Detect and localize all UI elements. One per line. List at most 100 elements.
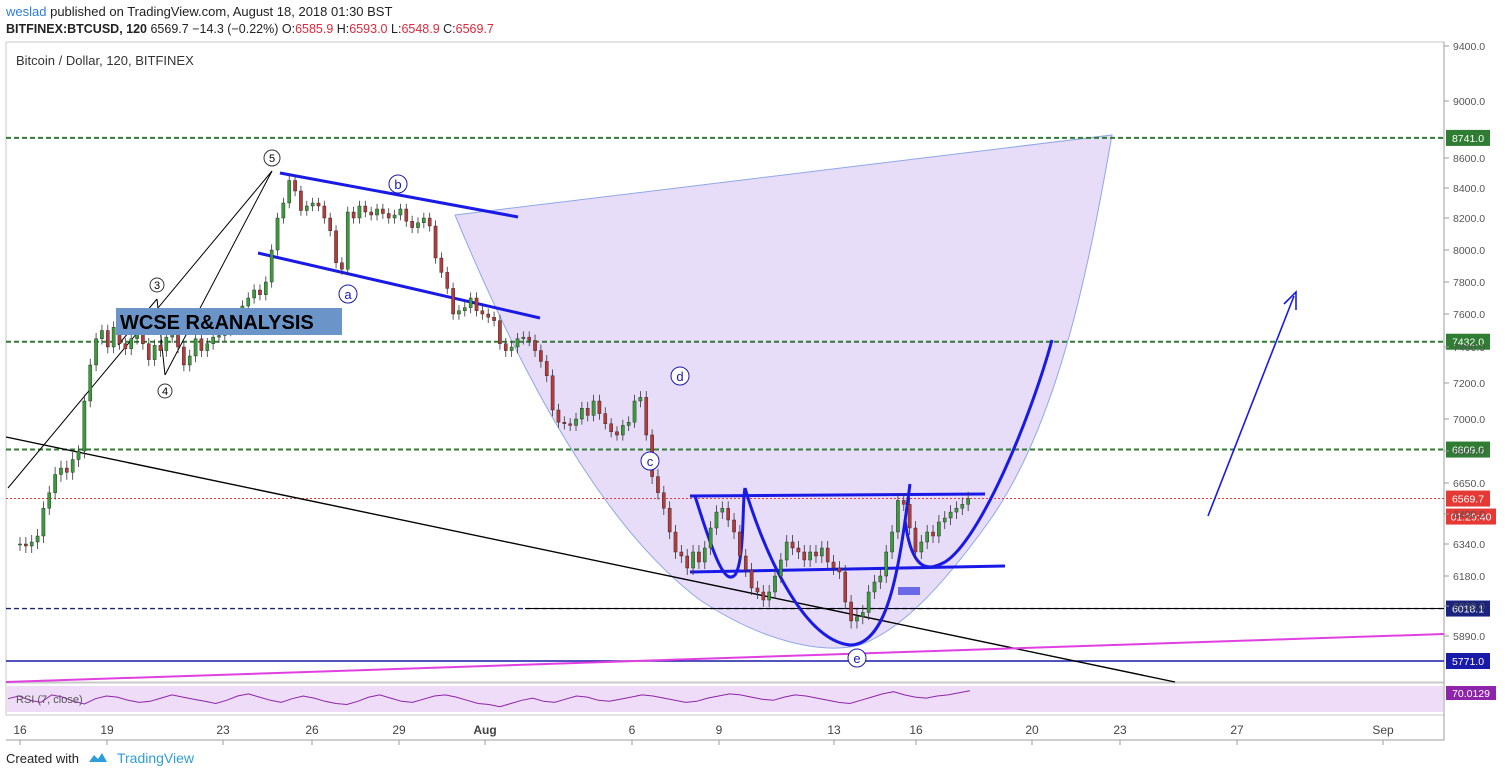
candle-body (521, 336, 526, 339)
candle-body (913, 527, 918, 553)
price-tick-label: 6340.0 (1453, 539, 1485, 551)
tradingview-brand-link[interactable]: TradingView (116, 750, 195, 766)
candle-body (269, 249, 274, 283)
price-tick-label: 5890.0 (1453, 631, 1485, 643)
candle-body (603, 413, 608, 425)
candle-body (334, 230, 338, 264)
candle-body (697, 551, 701, 563)
level-badge (1446, 441, 1490, 458)
candle-body (328, 217, 332, 232)
tradingview-logo-icon (88, 753, 107, 762)
candle-body (580, 408, 584, 420)
created-with-text: Created with (6, 750, 79, 766)
neckline[interactable] (689, 492, 986, 498)
candle-body (281, 202, 286, 219)
candle-body (662, 492, 666, 509)
rsi-value-badge (1446, 686, 1496, 700)
watermark-text: WCSE R&ANALYSIS (120, 312, 314, 334)
candle-body (340, 262, 344, 270)
candle-body (527, 336, 531, 341)
candle-body (105, 330, 110, 348)
candle-body (562, 422, 567, 425)
candle-body (392, 214, 397, 219)
candle-body (831, 561, 836, 569)
candle-body (814, 551, 818, 557)
close-label: C: (443, 22, 456, 36)
svg-text:e: e (853, 651, 860, 666)
candle-body (100, 330, 104, 339)
candle-body (790, 541, 795, 549)
candle-body (568, 423, 572, 426)
svg-text:3: 3 (154, 280, 160, 292)
time-tick-label: 20 (1025, 723, 1039, 737)
candle-body (849, 601, 853, 622)
price-tick-label: 8400.0 (1453, 183, 1485, 195)
support-line[interactable] (689, 564, 1006, 574)
countdown-badge (1446, 508, 1496, 525)
candle-body (738, 531, 742, 557)
candle-body (187, 355, 192, 366)
target-arrow-head (1283, 290, 1297, 310)
price-tick-label: 8000.0 (1453, 245, 1485, 257)
candle-body (966, 498, 970, 505)
candle-body (410, 220, 414, 228)
price-tick-label: 6800.0 (1453, 446, 1485, 458)
candle-body (316, 202, 321, 207)
time-tick-label: 16 (13, 723, 27, 737)
candle-body (59, 467, 63, 475)
candle-body (503, 343, 508, 351)
price-change: −14.3 (−0.22%) (192, 22, 279, 36)
candle-body (18, 543, 22, 546)
candle-body (304, 205, 309, 211)
rsi-label: RSI (7, close) (16, 694, 83, 706)
candle-body (345, 211, 350, 270)
candle-body (94, 338, 98, 366)
candle-body (451, 288, 455, 315)
candle-body (574, 418, 578, 426)
channel-upper[interactable] (279, 171, 519, 219)
svg-text:b: b (394, 177, 401, 192)
candle-body (954, 507, 959, 513)
candle-body (463, 307, 467, 312)
open-value: 6585.9 (295, 22, 334, 36)
price-tick-label: 8600.0 (1453, 153, 1485, 165)
candle-body (638, 397, 643, 402)
candle-body (474, 297, 479, 312)
magenta-trendline[interactable] (5, 633, 1445, 683)
ohlc-line: BITFINEX:BTCUSD, 120 6569.7 −14.3 (−0.22… (6, 22, 494, 36)
candle-body (123, 343, 128, 350)
candle-body (626, 422, 631, 426)
long-term-trendline[interactable] (5, 436, 1176, 683)
candle-body (422, 217, 426, 224)
channel-lower[interactable] (257, 251, 541, 320)
price-tick-label: 6030.0 (1453, 601, 1485, 613)
candle-body (632, 400, 637, 423)
candle-body (544, 361, 549, 376)
candle-body (691, 551, 695, 569)
candle-body (550, 375, 555, 411)
wave-label-5: 5 (263, 149, 281, 167)
close-value: 6569.7 (455, 22, 494, 36)
high-value: 6593.0 (349, 22, 388, 36)
time-tick-label: 19 (100, 723, 114, 737)
svg-text:4: 4 (162, 386, 168, 398)
candle-body (796, 547, 801, 553)
level-label: 5771.0 (1452, 656, 1484, 668)
candle-body (890, 531, 894, 553)
candle-body (960, 504, 965, 509)
candle-body (860, 612, 865, 617)
rsi-value: 70.0129 (1452, 688, 1490, 700)
candle-body (164, 336, 169, 351)
candle-body (855, 616, 859, 622)
candle-body (111, 327, 116, 348)
candle-body (322, 205, 327, 219)
candle-body (539, 350, 543, 362)
candle-body (937, 521, 941, 537)
candle-body (41, 507, 46, 537)
price-tick-label: 7000.0 (1453, 414, 1485, 426)
price-tick-label: 6490.0 (1453, 509, 1485, 521)
wave-label-d: d (670, 366, 690, 386)
time-tick-label: 29 (392, 723, 406, 737)
author-name[interactable]: weslad (6, 4, 47, 19)
